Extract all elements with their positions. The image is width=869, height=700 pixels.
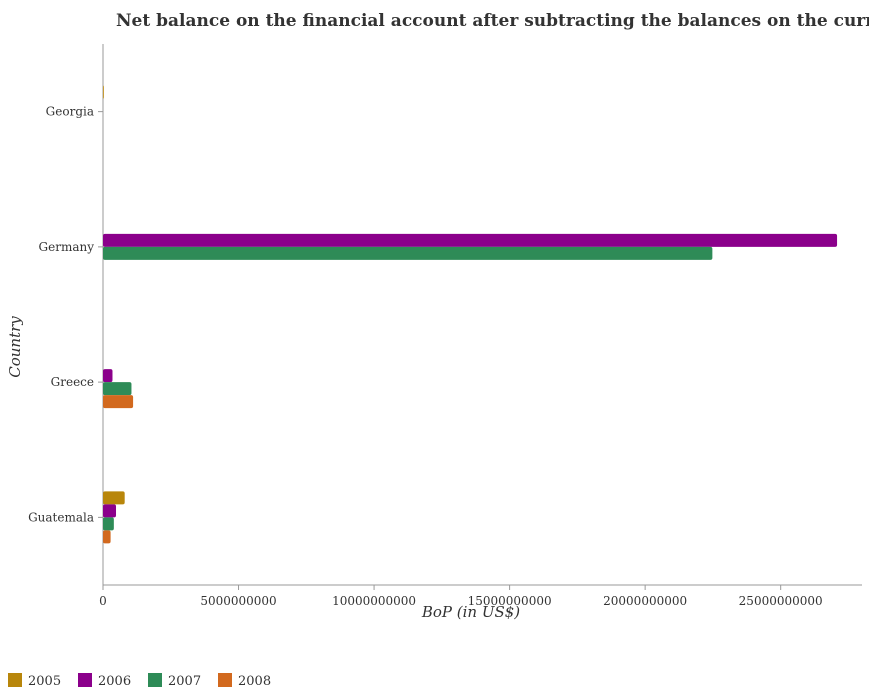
bar-2005-guatemala — [103, 491, 125, 505]
y-tick-label: Germany — [39, 240, 95, 254]
bar-2008-greece — [103, 395, 134, 409]
chart-title: Net balance on the financial account aft… — [116, 11, 869, 31]
bar-2005-georgia — [103, 85, 104, 99]
bar-2006-greece — [103, 369, 113, 383]
legend-label-2005: 2005 — [28, 674, 61, 689]
legend-swatch-2007 — [148, 673, 162, 687]
x-tick-label: 25000000000 — [739, 594, 823, 608]
y-tick-label: Greece — [51, 375, 94, 389]
bar-2007-greece — [103, 382, 132, 396]
x-tick-label: 20000000000 — [603, 594, 687, 608]
plot-area: 0 5000000000 10000000000 15000000000 2000000… — [28, 44, 862, 608]
x-axis-label: BoP (in US$) — [421, 603, 520, 621]
y-tick-label: Georgia — [46, 105, 94, 119]
x-tick-label: 5000000000 — [200, 594, 276, 608]
x-tick-label: 10000000000 — [332, 594, 416, 608]
legend-swatch-2006 — [78, 673, 92, 687]
bar-2006-guatemala — [103, 504, 117, 518]
x-tick-label: 0 — [99, 594, 107, 608]
y-axis-label: Country — [6, 316, 24, 378]
bar-2008-guatemala — [103, 530, 111, 544]
legend-label-2008: 2008 — [238, 674, 271, 689]
bar-2007-germany — [103, 246, 713, 260]
legend-label-2006: 2006 — [98, 674, 131, 689]
bar-2007-guatemala — [103, 517, 114, 531]
x-tick-label: 15000000000 — [468, 594, 552, 608]
y-tick-label: Guatemala — [28, 510, 94, 524]
legend-swatch-2005 — [8, 673, 22, 687]
legend-label-2007: 2007 — [168, 674, 201, 689]
legend: 2005 2006 2007 2008 — [8, 673, 271, 689]
bar-2006-germany — [103, 233, 838, 247]
legend-swatch-2008 — [218, 673, 232, 687]
